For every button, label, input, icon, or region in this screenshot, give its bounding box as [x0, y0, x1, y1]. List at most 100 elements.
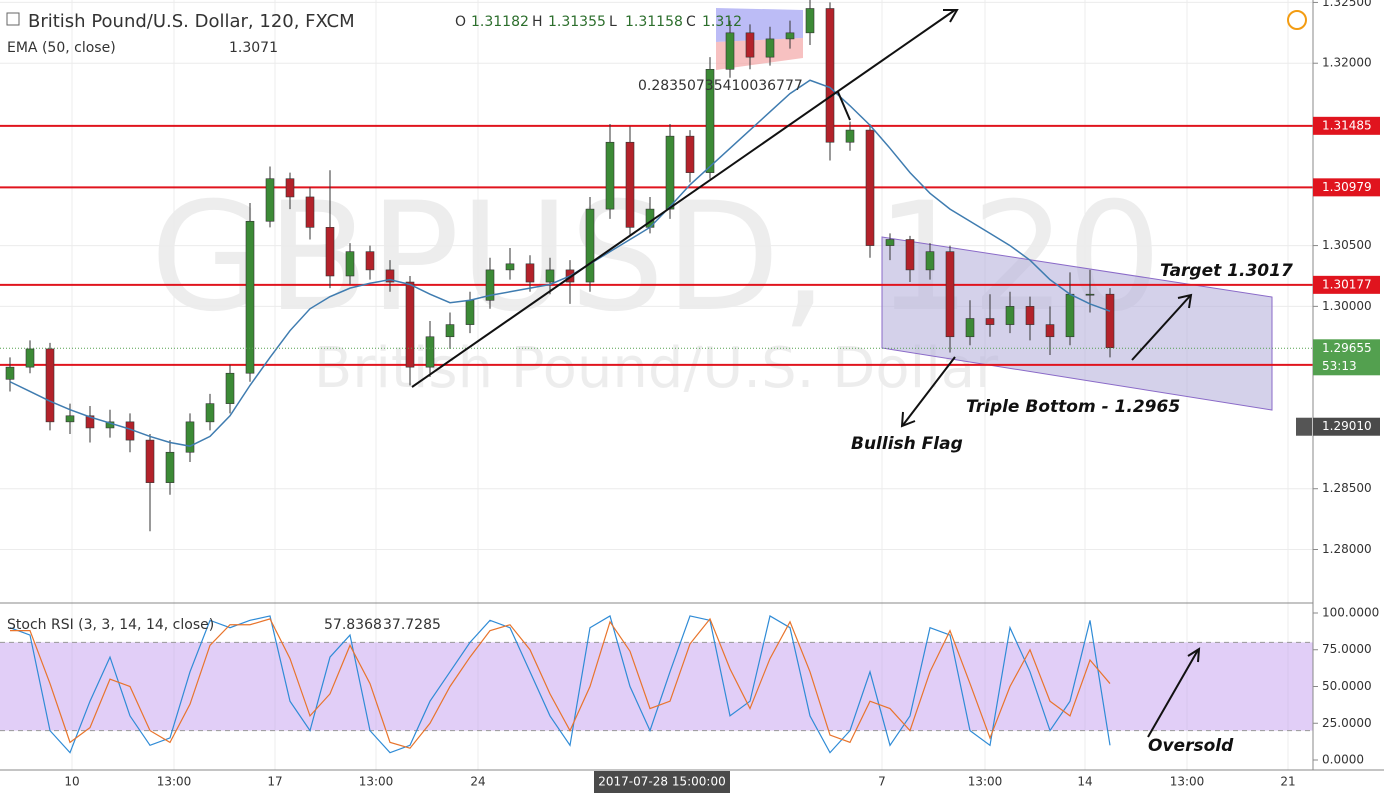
level-label: 1.30979: [1322, 180, 1372, 194]
ema-line: [9, 79, 1111, 447]
candle-body: [505, 263, 515, 271]
fib-label: 0.28350735410036777: [638, 78, 803, 94]
candle-body: [1005, 306, 1015, 325]
candle-body: [325, 227, 335, 277]
arrow-head: [1187, 647, 1201, 663]
candle-body: [5, 366, 15, 380]
candle-body: [1085, 293, 1095, 296]
stoch-d-value: 37.7285: [383, 617, 441, 633]
y-tick-label: 50.0000: [1322, 679, 1372, 693]
candle-body: [85, 415, 95, 429]
candle-body: [765, 38, 775, 58]
arrow: [902, 356, 956, 426]
level-label: 1.31485: [1322, 118, 1372, 132]
y-tick-label: 25.0000: [1322, 716, 1372, 730]
chart-title: British Pound/U.S. Dollar, 120, FXCM: [28, 11, 355, 32]
candle-body: [465, 299, 475, 325]
ohlc-value: 1.31355: [548, 14, 606, 30]
ema-value: 1.3071: [229, 40, 278, 56]
ohlc-value: 1.31182: [471, 14, 529, 30]
x-tick-label: 14: [1077, 775, 1092, 789]
axes: 10 13:00 17 13:00 24 7 13:00 14 13:00 21 1.28000 1.…: [64, 0, 1380, 793]
candle-body: [1045, 324, 1055, 338]
candle-body: [905, 239, 915, 271]
flag-bottom: [716, 38, 803, 70]
candle-body: [805, 8, 815, 34]
arrow: [837, 91, 851, 121]
crosshair-plus-box: [1296, 417, 1312, 436]
candle-body: [425, 336, 435, 368]
candle-body: [45, 348, 55, 423]
candle-body: [385, 269, 395, 283]
candle-body: [225, 372, 235, 404]
ohlc-value: 1.31158: [625, 14, 683, 30]
candle-body: [685, 135, 695, 173]
crosshair-time-label: 2017-07-28 15:00:00: [598, 775, 725, 789]
arrow: [1131, 295, 1191, 361]
ohlc-label: H: [532, 14, 543, 30]
candle-body: [965, 318, 975, 338]
y-tick-label: 1.32500: [1322, 0, 1372, 9]
candle-body: [1025, 306, 1035, 325]
candle-body: [365, 251, 375, 271]
candle-body: [485, 269, 495, 301]
candle-body: [625, 141, 635, 228]
drawings: [411, 9, 1201, 738]
ohlc-header: O 1.31182 H 1.31355 L 1.31158 C 1.312: [455, 14, 742, 30]
candle-body: [205, 403, 215, 423]
alert-icon[interactable]: [1287, 10, 1307, 30]
arrow-head: [900, 411, 916, 428]
stoch-line: [9, 615, 1111, 754]
level-label-box: [1313, 178, 1380, 197]
annotation: Bullish Flag: [851, 434, 963, 454]
x-tick-label: 10: [64, 775, 79, 789]
y-tick-label: 0.0000: [1322, 753, 1364, 767]
candle-body: [825, 8, 835, 143]
crosshair-price-box: [1313, 417, 1380, 436]
candle-body: [885, 239, 895, 246]
trendline: [411, 9, 956, 388]
candle-body: [545, 269, 555, 283]
plot: [0, 0, 1313, 754]
candle-body: [945, 251, 955, 338]
candle-body: [585, 208, 595, 283]
crosshair-price-label: 1.29010: [1322, 419, 1372, 433]
x-tick-label: 17: [267, 775, 282, 789]
x-tick-label: 13:00: [1170, 775, 1205, 789]
stoch-line: [10, 617, 1111, 749]
candle-body: [705, 68, 715, 173]
x-tick-label: 21: [1280, 775, 1295, 789]
candle-body: [445, 324, 455, 338]
ohlc-value: 1.312: [702, 14, 742, 30]
candle-body: [265, 178, 275, 222]
collapse-icon[interactable]: [6, 12, 20, 26]
crosshair-time-box: [594, 771, 730, 793]
stoch-k-value: 57.8368: [324, 617, 382, 633]
x-tick-label: 13:00: [968, 775, 1003, 789]
x-tick-label: 24: [470, 775, 485, 789]
flag-top: [716, 8, 803, 42]
candle-body: [145, 439, 155, 483]
candle-body: [845, 129, 855, 143]
arrow: [1147, 649, 1199, 738]
last-price-label: 1.29655: [1322, 341, 1372, 355]
y-tick-label: 1.28500: [1322, 481, 1372, 495]
candle-body: [1105, 293, 1115, 348]
y-tick-label: 1.28000: [1322, 542, 1372, 556]
candle-body: [665, 135, 675, 210]
band: [0, 642, 1313, 731]
candle-body: [925, 251, 935, 271]
candle-body: [605, 141, 615, 210]
countdown: 53:13: [1322, 359, 1357, 373]
candle-body: [745, 32, 755, 58]
candle-body: [1065, 293, 1075, 338]
annotation: Oversold: [1148, 736, 1234, 756]
level-label: 1.30177: [1322, 277, 1372, 291]
level-label-box: [1313, 116, 1380, 135]
y-tick-label: 75.0000: [1322, 642, 1372, 656]
ohlc-label: L: [609, 14, 617, 30]
ohlc-label: O: [455, 14, 466, 30]
ohlc-label: C: [686, 14, 696, 30]
